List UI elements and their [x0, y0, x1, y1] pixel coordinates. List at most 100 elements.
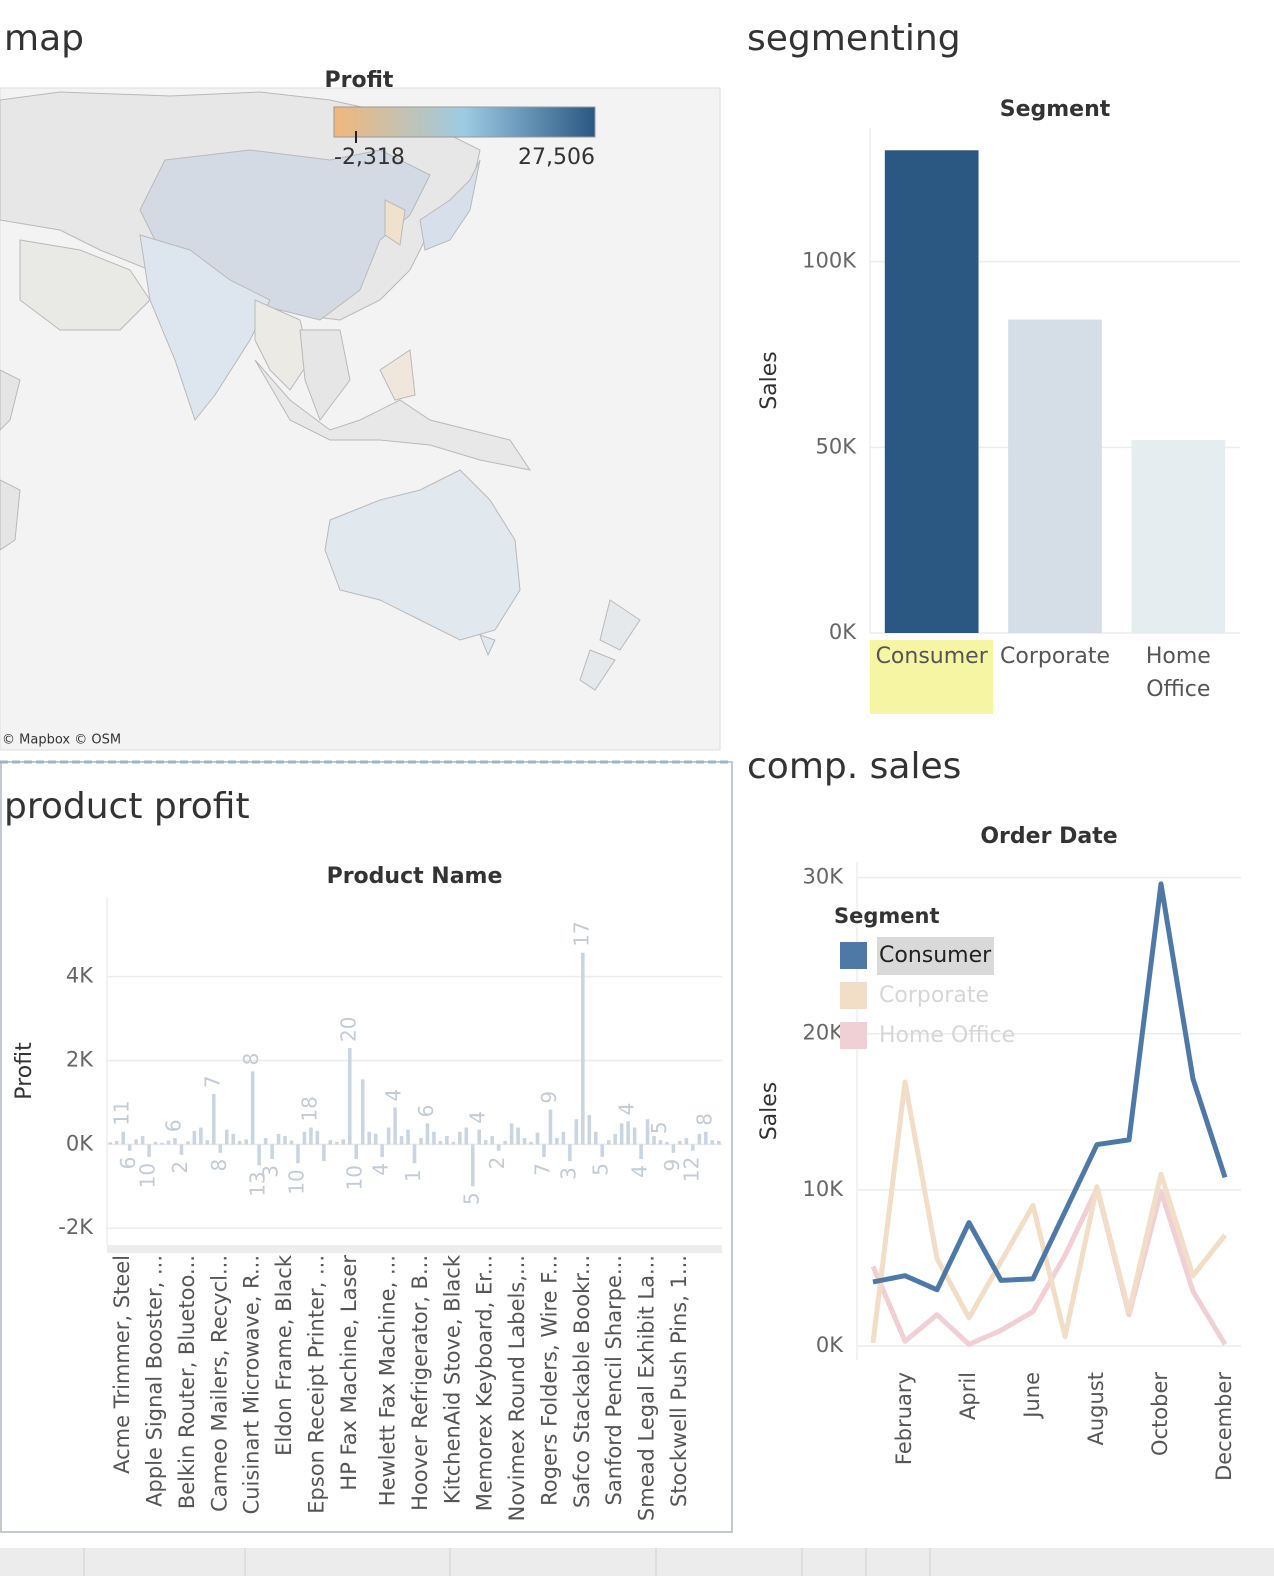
bar: [315, 1130, 320, 1145]
bar: [153, 1141, 158, 1145]
bar: [1131, 439, 1226, 633]
bar: [347, 1047, 352, 1145]
x-tick-label: February: [892, 1372, 916, 1465]
x-tick-label: Belkin Router, Bluetoo...: [175, 1255, 199, 1509]
bar: [166, 1140, 171, 1145]
data-label: 5: [647, 1121, 671, 1134]
legend-swatch[interactable]: [840, 1022, 867, 1049]
bar: [613, 1133, 617, 1145]
legend-swatch[interactable]: [840, 982, 867, 1009]
bar: [224, 1129, 229, 1145]
y-tick-label: 2K: [66, 1048, 94, 1072]
bar: [147, 1144, 151, 1157]
attribution: © Mapbox © OSM: [2, 733, 121, 748]
bar: [697, 1133, 702, 1145]
bar: [179, 1144, 184, 1155]
bar: [399, 1135, 404, 1145]
bar: [412, 1144, 417, 1164]
data-label: 4: [466, 1111, 490, 1124]
bar: [490, 1135, 494, 1145]
x-tick-label: Cuisinart Microwave, R...: [240, 1255, 264, 1514]
data-label: 8: [207, 1159, 231, 1172]
bar: [309, 1127, 313, 1145]
bar: [335, 1141, 339, 1145]
bar: [108, 1142, 113, 1145]
bar: [393, 1107, 397, 1145]
x-tick-label: Epson Receipt Printer, ...: [304, 1255, 328, 1514]
map-land: [0, 91, 641, 691]
x-tick-label: June: [1020, 1372, 1044, 1420]
data-label: 4: [628, 1165, 652, 1178]
data-label: 7: [530, 1163, 554, 1176]
chart-title: segmenting: [747, 18, 961, 59]
bar: [341, 1139, 346, 1145]
bar: [496, 1144, 501, 1151]
data-label: 20: [336, 1016, 360, 1041]
legend-swatch[interactable]: [840, 942, 867, 969]
x-tick-label: Novimex Round Labels,...: [505, 1255, 529, 1521]
chart-title: product profit: [4, 786, 250, 827]
bar: [619, 1123, 624, 1145]
data-label: 5: [589, 1163, 613, 1176]
x-tick-label: Stockwell Push Pins, 1...: [667, 1255, 691, 1507]
toolbar: [0, 1548, 1274, 1576]
y-axis-title: Sales: [757, 351, 782, 410]
x-tick-label: Corporate: [1000, 644, 1110, 669]
bar: [425, 1123, 430, 1145]
x-tick-label: KitchenAid Stove, Black: [440, 1254, 464, 1504]
bar: [328, 1140, 333, 1145]
bar: [283, 1135, 287, 1145]
bar: [231, 1133, 236, 1145]
x-tick-label-box: Consumer: [870, 640, 994, 714]
data-label: 6: [116, 1157, 140, 1170]
bar: [289, 1140, 294, 1145]
legend-label: Consumer: [879, 943, 992, 968]
bar: [522, 1138, 527, 1145]
bar: [199, 1127, 203, 1145]
y-tick-label: 20K: [803, 1021, 845, 1045]
bar: [360, 1079, 365, 1145]
bar: [587, 1115, 592, 1145]
bar: [244, 1139, 248, 1145]
bar: [302, 1131, 307, 1145]
bar: [322, 1144, 326, 1162]
y-axis-title: Sales: [757, 1082, 782, 1141]
data-label: 8: [692, 1113, 716, 1126]
x-tick-label: August: [1084, 1372, 1108, 1446]
data-label: 12: [679, 1157, 703, 1182]
bar: [626, 1121, 630, 1145]
x-tick-label: Memorex Keyboard, Er...: [473, 1255, 497, 1511]
bar: [639, 1144, 643, 1160]
bar: [380, 1144, 384, 1157]
data-label: 10: [343, 1165, 367, 1190]
x-tick-label: Home Office: [1145, 644, 1211, 702]
bar: [1008, 319, 1102, 633]
x-tick-label: Rogers Folders, Wire F...: [537, 1255, 561, 1506]
x-tick-label: Eldon Frame, Black: [272, 1254, 296, 1456]
bar: [134, 1139, 138, 1145]
bar: [458, 1131, 462, 1145]
legend-highlight: [877, 937, 994, 975]
bar: [367, 1131, 371, 1145]
data-label: 1: [401, 1169, 425, 1182]
bar: [419, 1138, 423, 1145]
x-tick-label: Consumer: [870, 640, 994, 714]
bar: [555, 1138, 559, 1145]
bar: [140, 1135, 145, 1145]
x-tick-label: Hoover Refrigerator, B...: [408, 1255, 432, 1511]
x-tick-label: Acme Trimmer, Steel: [110, 1255, 134, 1474]
data-label: 5: [459, 1192, 483, 1205]
bar: [581, 952, 585, 1145]
bar: [250, 1071, 255, 1145]
bar: [212, 1094, 216, 1145]
x-tick-label: December: [1212, 1372, 1236, 1481]
bar: [665, 1141, 669, 1145]
bar: [438, 1141, 443, 1145]
axis-band: [107, 1245, 722, 1253]
bar: [218, 1144, 223, 1153]
bar: [529, 1141, 533, 1145]
legend-label: Corporate: [879, 983, 989, 1008]
y-tick-label: 4K: [66, 964, 94, 988]
